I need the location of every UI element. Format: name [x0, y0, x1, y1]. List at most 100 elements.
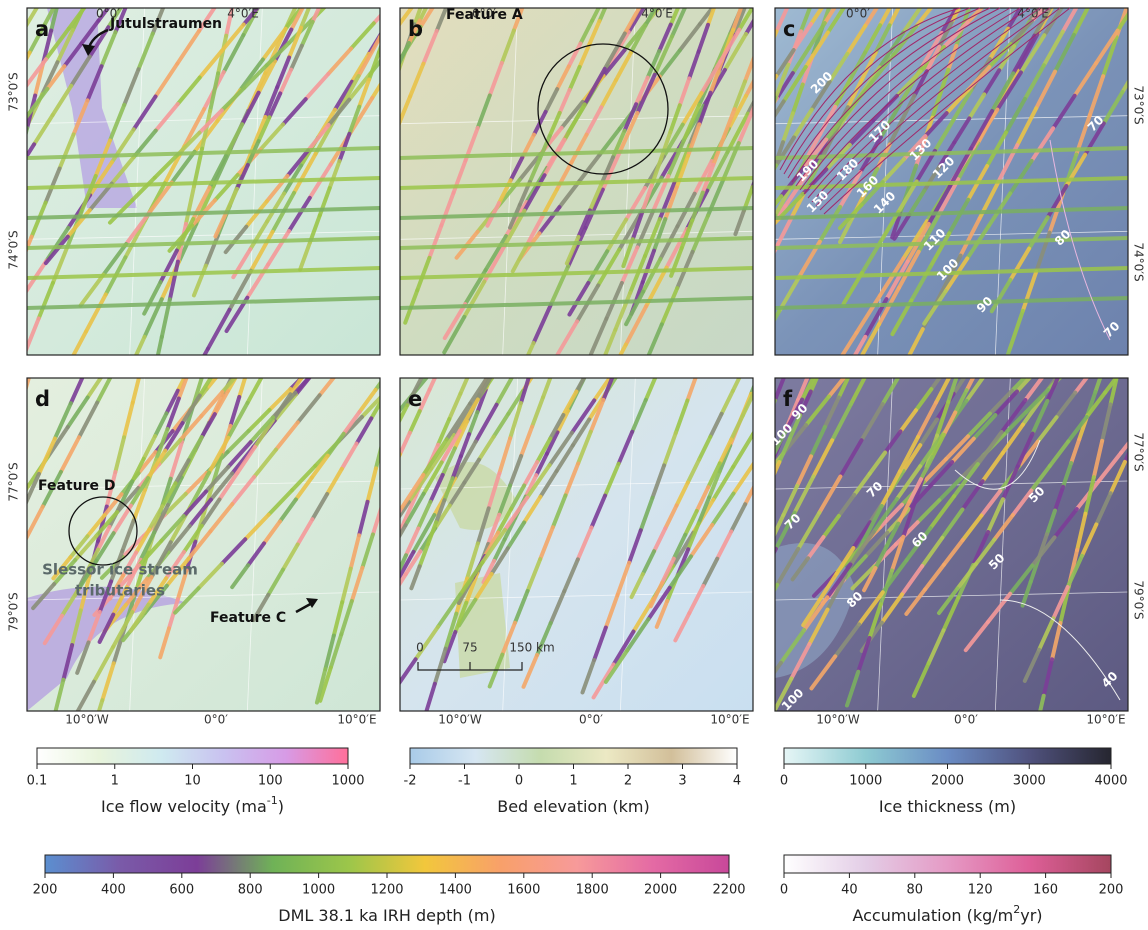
track-segment — [762, 400, 775, 432]
track-segment — [763, 98, 776, 131]
colorbar-tick-label: -2 — [404, 774, 417, 789]
track-segment — [12, 126, 27, 158]
track-segment — [4, 0, 27, 25]
colorbar-tick-label: 0.1 — [27, 774, 48, 789]
colorbar-tick-label: 800 — [238, 883, 263, 898]
track-segment — [383, 129, 396, 162]
colorbar-title: Accumulation (kg/m2yr) — [852, 903, 1042, 925]
colorbar-tick-label: 3000 — [1013, 774, 1046, 789]
title-part: 2 — [1013, 903, 1020, 916]
track-segment — [1139, 399, 1148, 430]
track-segment — [382, 547, 393, 573]
figure: 0°0′ 4°0′E 0°0′ 4°0′E 0°0′ 4°0′E 73°0′S … — [0, 0, 1148, 926]
track-segment — [759, 450, 773, 477]
track-segment — [753, 401, 773, 434]
lon-label: 10°0′E — [1086, 713, 1125, 727]
title-part: Bed elevation (km) — [497, 797, 650, 816]
lat-label: 74°0′S — [7, 230, 21, 269]
track-segment — [756, 585, 777, 621]
lat-label: 74°0′S — [1132, 242, 1146, 281]
lon-label: 10°0′E — [337, 713, 376, 727]
panel-letter: e — [408, 387, 422, 411]
track-segment — [756, 26, 767, 54]
track-segment — [759, 76, 776, 102]
scale-label: 150 km — [509, 641, 554, 655]
colorbar-tick-label: -1 — [458, 774, 471, 789]
lon-label: 10°0′W — [438, 713, 482, 727]
map-panel — [0, 0, 435, 388]
track-segment — [11, 403, 21, 438]
track-segment — [754, 71, 769, 107]
lon-label: 4°0′E — [641, 7, 673, 21]
colorbar-tick-label: 200 — [1099, 883, 1124, 898]
colorbar-tick-label: 200 — [33, 883, 58, 898]
lat-label: 79°0′S — [1132, 580, 1146, 619]
track-segment — [0, 174, 16, 203]
annotation: Feature A — [446, 7, 523, 23]
colorbar — [37, 748, 348, 764]
track-segment — [0, 35, 21, 72]
title-part: DML 38.1 ka IRH depth (m) — [278, 906, 495, 925]
panel-letter: c — [783, 17, 795, 41]
colorbar-tick-label: 1600 — [507, 883, 540, 898]
track-segment — [758, 463, 771, 495]
panel-letter: a — [35, 17, 49, 41]
track-segment — [389, 0, 399, 25]
track-segment — [758, 165, 776, 193]
title-part: yr) — [1020, 906, 1042, 925]
track-segment — [3, 193, 11, 226]
annotation: Jutulstraumen — [109, 16, 222, 32]
track-segment — [0, 305, 4, 339]
title-part: Ice flow velocity (ma — [101, 797, 267, 816]
lat-label: 79°0′S — [7, 592, 21, 631]
track-segment — [763, 171, 773, 200]
track-segment — [3, 294, 25, 327]
colorbar-tick-label: 120 — [968, 883, 993, 898]
colorbar-tick-label: 2000 — [644, 883, 677, 898]
track-segment — [760, 215, 775, 242]
colorbar-tick-label: 1800 — [576, 883, 609, 898]
track-segment — [19, 128, 27, 161]
lon-label: 0°0′ — [204, 713, 228, 727]
lat-label: 77°0′S — [7, 462, 21, 501]
colorbar — [45, 855, 729, 873]
track-segment — [756, 545, 770, 574]
track-segment — [0, 544, 7, 579]
track-segment — [753, 463, 769, 495]
track-segment — [387, 65, 398, 87]
track-segment — [1143, 396, 1148, 424]
colorbar-title: Bed elevation (km) — [497, 797, 650, 816]
annotation: Feature D — [38, 478, 116, 494]
track-segment — [382, 582, 394, 609]
survey-track — [0, 0, 27, 266]
colorbar-tick-label: 1000 — [331, 774, 364, 789]
track-segment — [761, 140, 770, 164]
colorbar-tick-label: 80 — [907, 883, 924, 898]
track-segment — [757, 549, 776, 585]
colorbar-title: Ice thickness (m) — [879, 797, 1016, 816]
lat-label: 73°0′S — [1132, 85, 1146, 124]
scale-label: 75 — [462, 641, 477, 655]
map-background — [775, 378, 1128, 711]
colorbar-tick-label: 1 — [111, 774, 119, 789]
colorbar-tick-label: 2 — [624, 774, 632, 789]
track-segment — [390, 454, 400, 476]
track-segment — [6, 368, 29, 402]
colorbar-tick-label: 1 — [569, 774, 577, 789]
colorbar-tick-label: 100 — [258, 774, 283, 789]
colorbar-tick-label: 0 — [515, 774, 523, 789]
track-segment — [0, 134, 13, 157]
colorbar-tick-label: 40 — [841, 883, 858, 898]
annotation: Slessor ice stream — [42, 561, 198, 579]
colorbar — [784, 748, 1111, 764]
track-segment — [4, 271, 18, 305]
track-segment — [386, 368, 401, 393]
annotation: tributaries — [75, 582, 165, 600]
lon-label: 10°0′E — [710, 713, 749, 727]
track-segment — [0, 402, 6, 436]
colorbar — [410, 748, 737, 764]
scale-label: 0 — [416, 641, 424, 655]
colorbar-tick-label: 2000 — [931, 774, 964, 789]
colorbar — [784, 855, 1111, 873]
